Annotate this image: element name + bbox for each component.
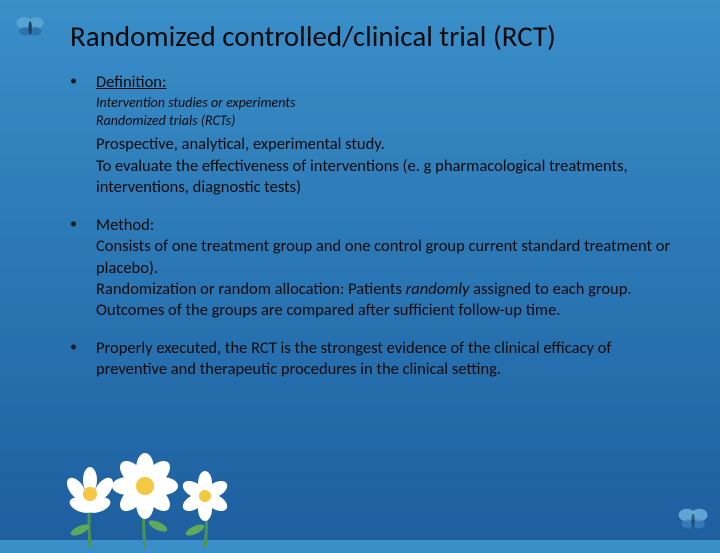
method-line-1: Consists of one treatment group and one … [96, 236, 672, 279]
method-line-2-italic: randomly [406, 279, 470, 299]
definition-line-2: To evaluate the effectiveness of interve… [96, 156, 672, 199]
slide-title: Randomized controlled/clinical trial (RC… [70, 18, 672, 54]
definition-line-1: Prospective, analytical, experimental st… [96, 134, 672, 155]
method-heading: Method: [96, 215, 672, 236]
method-line-3: Outcomes of the groups are compared afte… [96, 300, 672, 321]
bullet-method: Method: Consists of one treatment group … [70, 215, 672, 322]
conclusion-line: Properly executed, the RCT is the strong… [96, 338, 672, 381]
bullet-conclusion: Properly executed, the RCT is the strong… [70, 338, 672, 381]
slide-content: Randomized controlled/clinical trial (RC… [0, 0, 720, 540]
method-line-2: Randomization or random allocation: Pati… [96, 279, 672, 300]
bullet-list: Definition: Intervention studies or expe… [70, 72, 672, 381]
method-line-2-post: assigned to each group. [469, 279, 631, 299]
method-line-2-pre: Randomization or random allocation: Pati… [96, 279, 406, 299]
definition-italic-1: Intervention studies or experiments [96, 94, 672, 112]
definition-italic-2: Randomized trials (RCTs) [96, 112, 672, 130]
definition-heading: Definition: [96, 72, 672, 92]
bullet-definition: Definition: Intervention studies or expe… [70, 72, 672, 199]
